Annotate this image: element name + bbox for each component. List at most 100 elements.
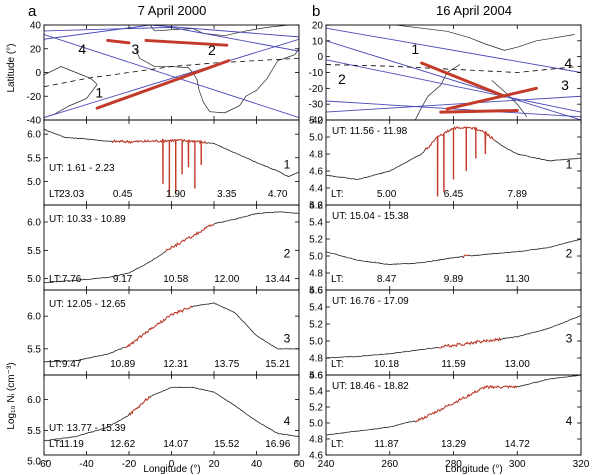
- lt-value: 3.35: [217, 189, 237, 200]
- y-tick-label: 5.4: [309, 218, 323, 229]
- plot-area: [44, 211, 299, 284]
- plot-area: [44, 25, 299, 119]
- orbit-number: 2: [284, 247, 291, 261]
- orbit-track: [44, 34, 299, 119]
- y-tick-label: 5.2: [309, 320, 323, 331]
- y-tick-label: 6.0: [27, 218, 41, 229]
- lt-value: 1.90: [166, 189, 186, 200]
- lt-value: 16.96: [265, 439, 290, 450]
- y-tick-label: 4.2: [309, 201, 323, 212]
- y-tick-label: 40: [30, 21, 42, 32]
- lt-value: 4.70: [268, 189, 288, 200]
- highlighted-track-3: [106, 38, 131, 45]
- lt-value: 5.00: [377, 189, 397, 200]
- plot-area: [326, 315, 581, 359]
- y-tick-label: 5.5: [27, 426, 41, 437]
- y-tick-label: 6.0: [27, 130, 41, 141]
- orbit-track: [44, 25, 299, 40]
- orbit-label-2: 2: [338, 71, 346, 87]
- panel-frame: [325, 374, 582, 456]
- lt-value: 7.89: [508, 189, 528, 200]
- y-tick-label: 5.0: [27, 274, 41, 285]
- lt-prefix: LT:: [49, 274, 62, 285]
- y-tick-label: 5.0: [309, 252, 323, 263]
- magnetic-equator: [44, 57, 299, 88]
- lt-value: 14.07: [163, 439, 188, 450]
- y-tick-label: 5.6: [309, 371, 323, 382]
- lt-prefix: LT:: [331, 274, 344, 285]
- panel-label-a: a: [28, 3, 37, 20]
- plot-area: [326, 238, 581, 265]
- x-tick-label: 0: [169, 459, 175, 470]
- coastline: [396, 25, 575, 51]
- panel-a-map: 40 20 0 -20 -40 4 3 2 1: [27, 21, 300, 127]
- y-tick-label: 4.8: [309, 150, 323, 161]
- ut-range: UT: 1.61 - 2.23: [49, 163, 115, 174]
- y-tick-label: 5.5: [27, 246, 41, 257]
- lt-value: 12.00: [214, 274, 239, 285]
- orbit-number: 4: [566, 414, 573, 428]
- y-tick-label: 4.8: [309, 435, 323, 446]
- y-tick-label: 5.2: [309, 235, 323, 246]
- y-tick-label: 6.0: [27, 395, 41, 406]
- y-tick-label: -20: [27, 92, 42, 103]
- orbit-label-4: 4: [564, 55, 572, 71]
- y-tick-label: 5.4: [309, 387, 323, 398]
- lt-prefix: LT:: [331, 359, 344, 370]
- panel-a-3: 6.0 5.5 UT: 12.05 - 12.65 LT: 9.47 10.89 12.31…: [27, 289, 300, 376]
- lt-value: 14.72: [505, 439, 530, 450]
- y-tick-label: 10: [312, 36, 324, 47]
- y-tick-label: 4.6: [309, 371, 323, 382]
- lt-value: 13.44: [265, 274, 290, 285]
- irregularity-segment: [128, 396, 151, 416]
- y-tick-label: 4.6: [309, 167, 323, 178]
- highlighted-track-2: [144, 38, 229, 47]
- left-title: 7 April 2000: [138, 3, 207, 18]
- lt-prefix: LT:: [49, 359, 62, 370]
- orbit-track: [44, 38, 299, 119]
- y-tick-label: 4.8: [309, 354, 323, 365]
- lt-value: 15.21: [265, 359, 290, 370]
- panel-b-3: 5.6 5.4 5.2 5.0 4.8 4.6 UT: 16.76 - 17.09 LT: 10…: [309, 286, 582, 382]
- y-tick-label: -10: [309, 68, 324, 79]
- lt-value: 13.00: [505, 359, 530, 370]
- irregularity-segment: [125, 305, 193, 348]
- y-tick-label: 5.4: [309, 303, 323, 314]
- ut-range: UT: 11.56 - 11.98: [332, 126, 408, 137]
- panel-a-1: 6.0 5.5 5.0 UT: 1.61 - 2.23 LT:23.03 0.45 1.90…: [27, 119, 300, 206]
- highlighted-track-1: [420, 61, 506, 98]
- lt-value: 9.17: [113, 274, 133, 285]
- y-tick-label: 0: [35, 68, 41, 79]
- orbit-label-1: 1: [411, 41, 419, 57]
- orbit-track: [326, 40, 581, 120]
- density-trace: [326, 238, 581, 265]
- orbit-number: 3: [566, 332, 573, 346]
- lt-value: 9.47: [62, 359, 82, 370]
- lt-prefix: LT:: [49, 189, 62, 200]
- x-tick-label: 320: [573, 459, 590, 470]
- y-tick-label: 5.0: [309, 419, 323, 430]
- orbit-label-4: 4: [78, 41, 86, 57]
- lt-value: 8.47: [377, 274, 397, 285]
- plot-area: [326, 126, 581, 197]
- x-axis-label-right: Longitude (°): [445, 464, 502, 475]
- x-tick-label: -20: [122, 459, 137, 470]
- plot-area: [326, 375, 581, 436]
- irregularity-segment: [415, 385, 518, 423]
- y-tick-label: 5.6: [309, 201, 323, 212]
- ut-range: UT: 10.33 - 10.89: [49, 214, 126, 225]
- panel-label-b: b: [312, 3, 320, 20]
- orbit-number: 3: [284, 332, 291, 346]
- panel-frame: [43, 374, 300, 456]
- orbit-track: [326, 59, 581, 113]
- density-trace: [44, 386, 299, 442]
- y-tick-label: 5.5: [27, 153, 41, 164]
- plot-area: [44, 302, 299, 363]
- lt-value: 12.31: [163, 359, 188, 370]
- lt-value: 12.62: [110, 439, 135, 450]
- irregularity-segment: [437, 336, 502, 349]
- right-title: 16 April 2004: [436, 3, 512, 18]
- y-tick-label: 4.6: [309, 286, 323, 297]
- plot-area: [44, 129, 299, 196]
